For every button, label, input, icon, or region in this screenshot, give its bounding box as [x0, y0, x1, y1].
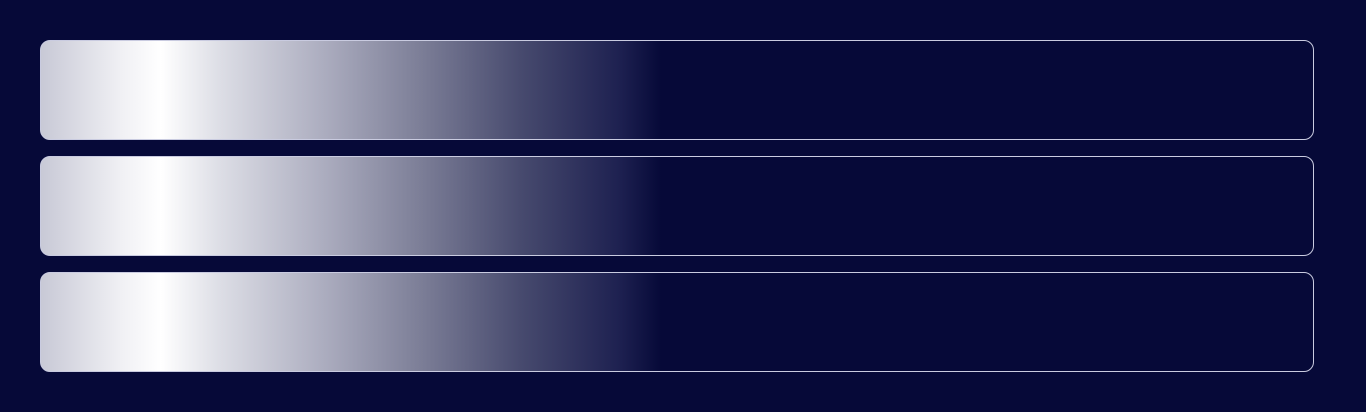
loading-placeholder-panel-3	[40, 272, 1314, 372]
loading-placeholder-list	[40, 40, 1314, 372]
loading-placeholder-panel-1	[40, 40, 1314, 140]
loading-placeholder-panel-2	[40, 156, 1314, 256]
